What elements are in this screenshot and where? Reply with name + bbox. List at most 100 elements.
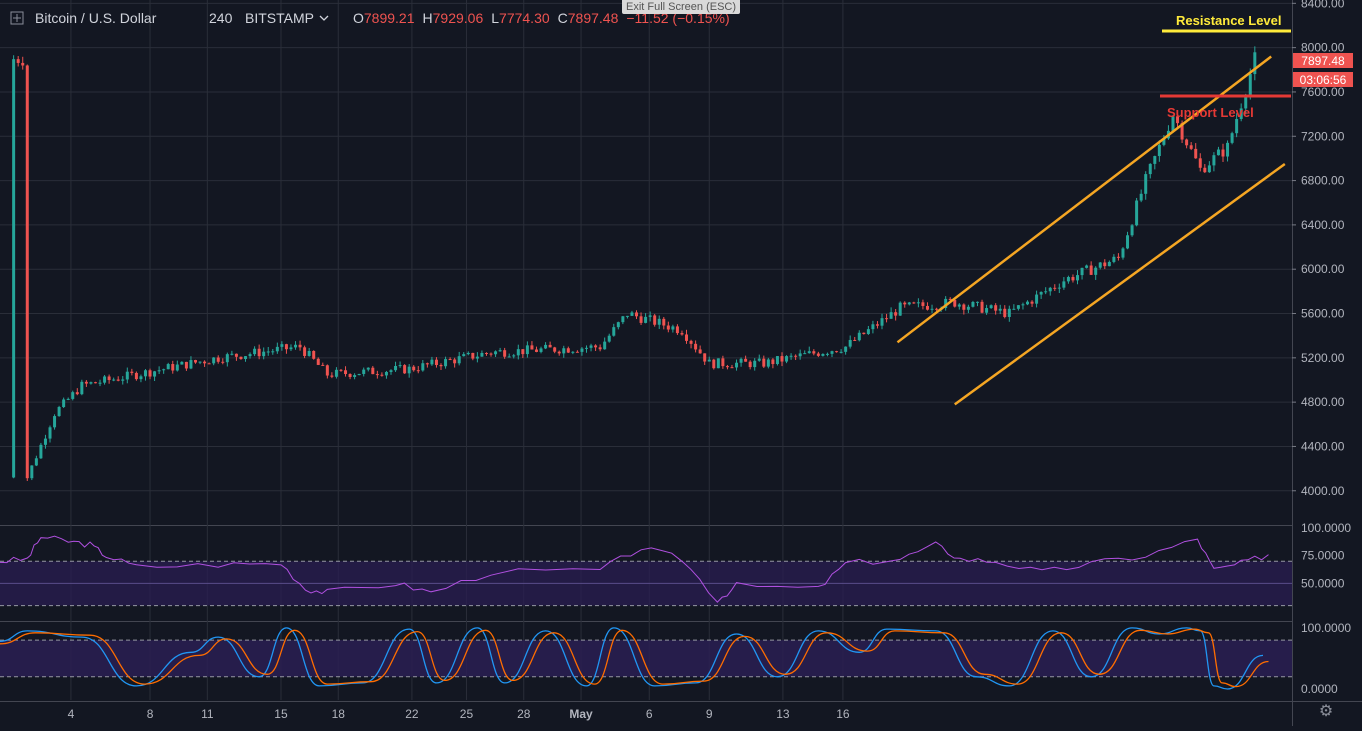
candle-body <box>844 346 848 352</box>
candle-body <box>143 370 147 377</box>
x-tick-label: 25 <box>460 707 474 721</box>
y-tick-label: 4000.00 <box>1301 484 1345 498</box>
candle-body <box>71 392 75 399</box>
price-axis[interactable]: 4000.00 4400.00 4800.00 5200.00 5600.00 6000.… <box>1292 0 1351 696</box>
x-tick-label: 6 <box>646 707 653 721</box>
candle-body <box>994 305 998 311</box>
candle-body <box>1057 287 1061 289</box>
candle-body <box>139 376 143 380</box>
candle-body <box>816 353 820 356</box>
candle-body <box>12 59 16 478</box>
candle-body <box>566 348 570 353</box>
candle-body <box>244 356 248 360</box>
time-axis[interactable]: 4 8 11 15 18 22 25 28 May 6 9 13 16 <box>68 707 850 721</box>
candle-body <box>1007 308 1011 317</box>
candle-body <box>835 351 839 353</box>
channel-line[interactable] <box>896 55 1272 344</box>
candle-body <box>84 381 88 384</box>
candle-body <box>703 353 707 362</box>
candle-body <box>1048 287 1052 292</box>
stoch-tick-label: 100.0000 <box>1301 621 1351 635</box>
legend-change: −11.52 (−0.15%) <box>626 10 729 26</box>
candle-body <box>198 361 202 363</box>
candle-body <box>21 62 25 66</box>
gear-icon[interactable]: ⚙ <box>1318 703 1334 720</box>
candle-body <box>475 356 479 359</box>
candle-body <box>507 356 511 358</box>
candle-body <box>966 306 970 310</box>
candle-body <box>739 358 743 363</box>
chevron-down-icon[interactable] <box>319 15 329 21</box>
candle-body <box>98 382 102 384</box>
candle-body <box>721 358 725 367</box>
candle-body <box>775 356 779 365</box>
candle-body <box>453 359 457 364</box>
exit-fullscreen-hint[interactable]: Exit Full Screen (ESC) <box>622 0 741 14</box>
y-tick-label: 8400.00 <box>1301 0 1345 10</box>
candle-body <box>1035 294 1039 304</box>
candle-body <box>1016 305 1020 309</box>
candle-body <box>489 353 493 355</box>
channel-line[interactable] <box>954 162 1286 406</box>
last-price-tag <box>1293 53 1353 68</box>
candle-body <box>171 364 175 371</box>
candle-body <box>712 359 716 369</box>
candle-body <box>325 365 329 376</box>
candle-body <box>675 326 679 334</box>
candle-body <box>653 315 657 325</box>
candle-body <box>239 356 243 360</box>
candle-body <box>953 299 957 307</box>
candle-body <box>1012 308 1016 310</box>
candle-body <box>312 350 316 359</box>
candle-body <box>1226 142 1230 157</box>
legend-h-label: H <box>423 10 433 26</box>
candle-body <box>985 308 989 313</box>
expand-icon[interactable] <box>10 11 24 25</box>
candle-body <box>639 316 643 323</box>
candle-body <box>975 301 979 303</box>
candle-body <box>539 348 543 352</box>
legend-interval[interactable]: 240 <box>209 10 233 26</box>
candle-body <box>557 351 561 354</box>
candle-body <box>316 358 320 365</box>
candle-body <box>93 382 97 384</box>
candle-body <box>380 374 384 376</box>
rsi-tick-label: 75.0000 <box>1301 549 1345 563</box>
candle-body <box>1198 158 1202 168</box>
candle-body <box>1039 291 1043 295</box>
candle-body <box>180 361 184 365</box>
candle-body <box>707 359 711 362</box>
candle-body <box>948 298 952 300</box>
candle-body <box>921 302 925 306</box>
x-tick-label: 18 <box>332 707 346 721</box>
legend-symbol[interactable]: Bitcoin / U.S. Dollar <box>35 10 157 26</box>
candle-body <box>753 360 757 368</box>
candle-body <box>798 353 802 357</box>
candle-body <box>289 347 293 350</box>
candle-body <box>553 347 557 352</box>
candle-body <box>112 379 116 381</box>
candle-body <box>430 359 434 365</box>
candle-body <box>680 333 684 335</box>
candle-body <box>534 349 538 352</box>
candle-body <box>866 329 870 335</box>
candle-body <box>484 352 488 354</box>
candle-body <box>1207 165 1211 173</box>
candle-body <box>1185 139 1189 146</box>
support-label: Support Level <box>1167 105 1254 120</box>
candle-body <box>1203 167 1207 173</box>
candle-body <box>1126 235 1130 249</box>
countdown-value: 03:06:56 <box>1300 73 1347 87</box>
candle-body <box>1244 95 1248 109</box>
candle-body <box>789 355 793 357</box>
candle-body <box>107 376 111 381</box>
candle-body <box>889 312 893 319</box>
candle-body <box>930 308 934 310</box>
candle-body <box>434 359 438 366</box>
candle-body <box>248 354 252 357</box>
candle-body <box>466 352 470 355</box>
legend-exchange[interactable]: BITSTAMP <box>245 10 314 26</box>
candle-body <box>80 381 84 395</box>
